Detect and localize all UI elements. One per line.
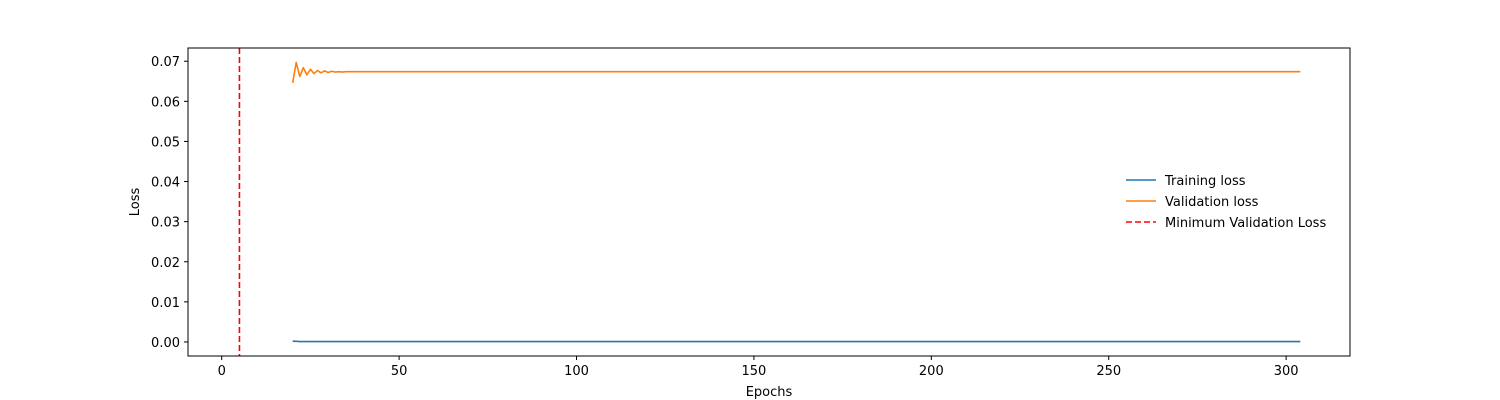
y-tick-label: 0.01 [151, 296, 180, 311]
legend-label-training-loss: Training loss [1164, 174, 1246, 189]
x-tick-label: 100 [564, 364, 589, 379]
x-tick-label: 50 [391, 364, 408, 379]
y-axis-ticks: 0.00 0.01 0.02 0.03 0.04 0.05 0.06 0.07 [151, 55, 188, 351]
x-tick-label: 0 [218, 364, 226, 379]
y-axis-label: Loss [128, 188, 143, 217]
y-tick-label: 0.03 [151, 216, 180, 231]
x-axis-label: Epochs [746, 385, 793, 400]
plot-area [187, 47, 1351, 357]
y-tick-label: 0.02 [151, 256, 180, 271]
x-tick-label: 250 [1096, 364, 1121, 379]
y-tick-label: 0.05 [151, 135, 180, 150]
y-tick-label: 0.00 [151, 336, 180, 351]
legend-label-validation-loss: Validation loss [1165, 195, 1259, 210]
x-tick-label: 300 [1274, 364, 1299, 379]
series-line-validation-loss [291, 61, 1301, 84]
legend-label-minimum-validation-loss: Minimum Validation Loss [1165, 216, 1326, 231]
legend: Training loss Validation loss Minimum Vali… [1126, 174, 1326, 231]
x-tick-label: 150 [742, 364, 767, 379]
x-tick-label: 200 [919, 364, 944, 379]
y-tick-label: 0.04 [151, 176, 180, 191]
x-axis-ticks: 0 50 100 150 200 250 300 [218, 356, 1299, 379]
y-tick-label: 0.06 [151, 95, 180, 110]
y-tick-label: 0.07 [151, 55, 180, 70]
plot-frame [187, 47, 1351, 357]
